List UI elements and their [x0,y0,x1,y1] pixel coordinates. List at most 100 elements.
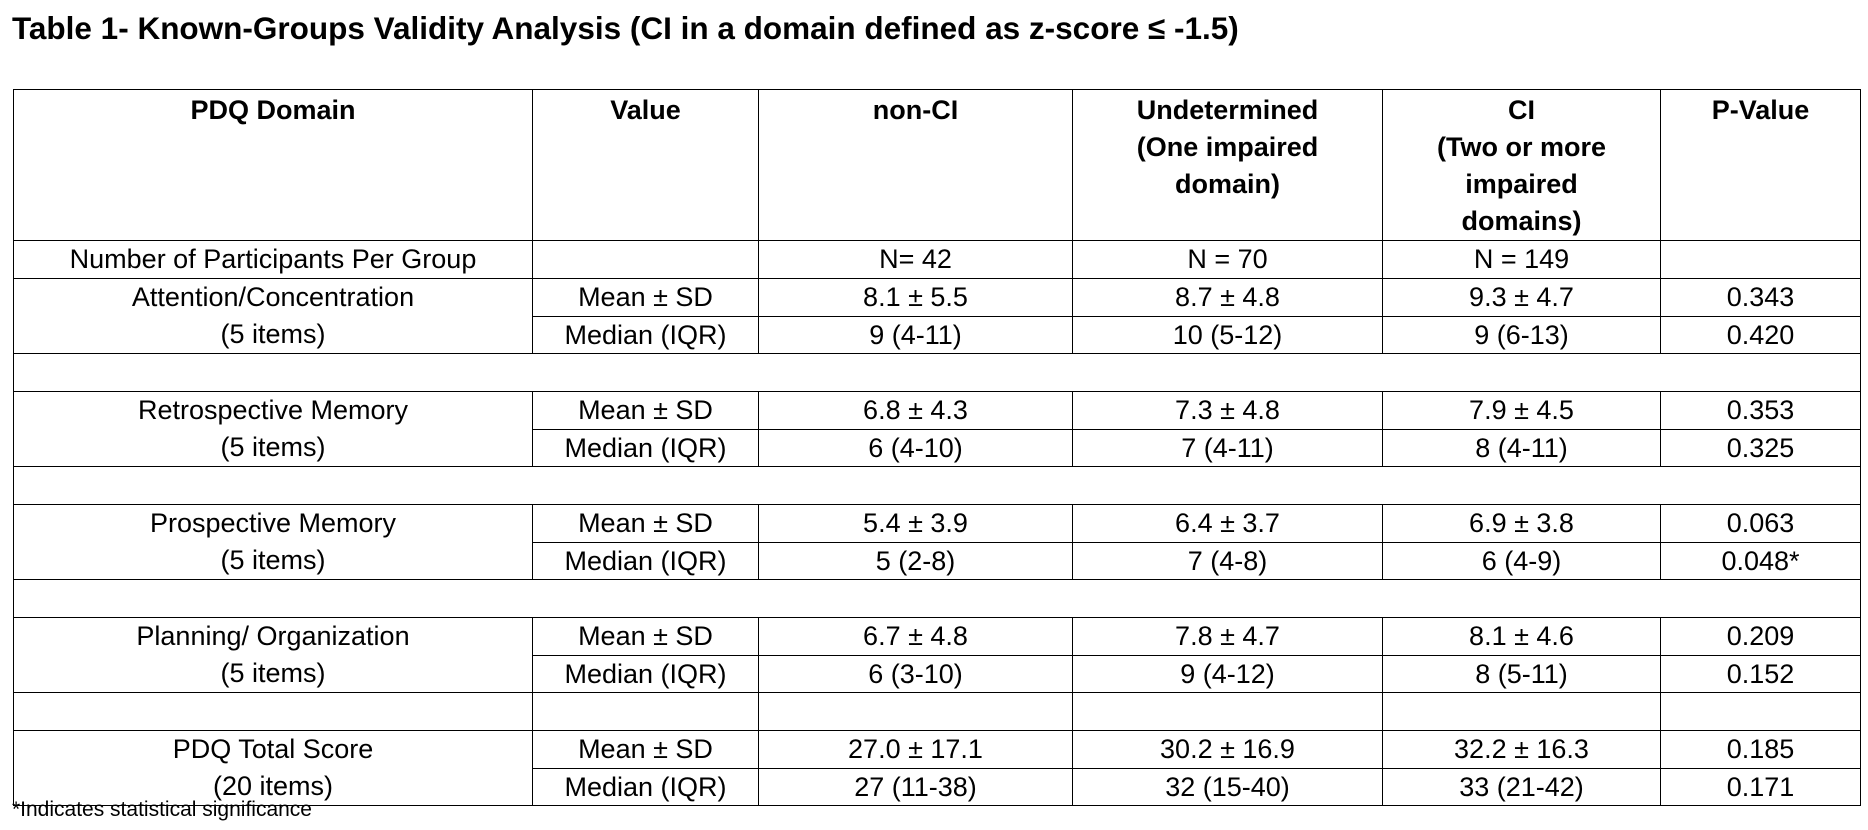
participants-p-empty [1660,240,1861,279]
undetermined-cell: 6.4 ± 3.7 [1072,504,1383,543]
ci-cell: 9.3 ± 4.7 [1382,278,1661,317]
p-value-cell: 0.152 [1660,654,1861,693]
header-ci-line: (Two or more [1436,132,1606,162]
table-title: Table 1- Known-Groups Validity Analysis … [12,10,1239,46]
footnote: *Indicates statistical significance [12,798,312,821]
p-value-cell: 0.343 [1660,278,1861,317]
value-cell: Median (IQR) [532,315,759,354]
p-value-cell: 0.185 [1660,730,1861,769]
spacer-cell [532,692,759,731]
validity-table: PDQ Domain Value non-CI Undetermined (On… [13,89,1861,806]
p-value-cell: 0.353 [1660,391,1861,430]
ci-cell: 9 (6-13) [1382,315,1661,354]
value-cell: Median (IQR) [532,767,759,806]
spacer-cell [13,353,1861,392]
domain-cell: Attention/Concentration (5 items) [13,278,533,354]
value-cell: Median (IQR) [532,428,759,467]
non-ci-cell: 27.0 ± 17.1 [758,730,1073,769]
value-cell: Median (IQR) [532,541,759,580]
undetermined-cell: 9 (4-12) [1072,654,1383,693]
ci-cell: 33 (21-42) [1382,767,1661,806]
value-cell: Mean ± SD [532,391,759,430]
undetermined-cell: 8.7 ± 4.8 [1072,278,1383,317]
non-ci-cell: 6 (4-10) [758,428,1073,467]
p-value-cell: 0.048* [1660,541,1861,580]
participants-value-empty [532,240,759,279]
spacer-cell [13,692,533,731]
participants-row: Number of Participants Per Group N= 42 N… [13,240,1861,279]
value-cell: Mean ± SD [532,617,759,656]
ci-cell: 6 (4-9) [1382,541,1661,580]
undetermined-cell: 7 (4-11) [1072,428,1383,467]
p-value-cell: 0.063 [1660,504,1861,543]
domain-cell: Planning/ Organization (5 items) [13,617,533,693]
non-ci-cell: 5 (2-8) [758,541,1073,580]
ci-cell: 8.1 ± 4.6 [1382,617,1661,656]
undetermined-cell: 7.3 ± 4.8 [1072,391,1383,430]
header-undetermined-line: Undetermined [1136,95,1319,125]
p-value-cell: 0.171 [1660,767,1861,806]
spacer-cell [758,692,1073,731]
non-ci-cell: 9 (4-11) [758,315,1073,354]
header-value: Value [532,89,759,241]
domain-name: Attention/Concentration [131,282,415,312]
header-row: PDQ Domain Value non-CI Undetermined (On… [13,89,1861,241]
participants-label: Number of Participants Per Group [13,240,533,279]
header-ci: CI (Two or more impaired domains) [1382,89,1661,241]
header-undetermined-line: domain) [1175,169,1280,199]
value-cell: Mean ± SD [532,504,759,543]
header-undetermined-line: (One impaired [1136,132,1319,162]
header-ci-line: domains) [1461,206,1582,236]
table-row: Prospective Memory (5 items) Mean ± SD 5… [13,504,1861,580]
participants-ci: N = 149 [1382,240,1661,279]
p-value-cell: 0.420 [1660,315,1861,354]
spacer-cell [1660,692,1861,731]
domain-name: Prospective Memory [149,508,397,538]
non-ci-cell: 8.1 ± 5.5 [758,278,1073,317]
table-row: Retrospective Memory (5 items) Mean ± SD… [13,391,1861,467]
table-row: Planning/ Organization (5 items) Mean ± … [13,617,1861,693]
undetermined-cell: 10 (5-12) [1072,315,1383,354]
spacer-row [13,579,1861,618]
p-value-cell: 0.209 [1660,617,1861,656]
non-ci-cell: 5.4 ± 3.9 [758,504,1073,543]
undetermined-cell: 7.8 ± 4.7 [1072,617,1383,656]
domain-items: (20 items) [212,771,334,801]
undetermined-cell: 30.2 ± 16.9 [1072,730,1383,769]
domain-cell: Prospective Memory (5 items) [13,504,533,580]
value-cell: Mean ± SD [532,730,759,769]
table-row: Median (IQR) 6 (3-10) 9 (4-12) 8 (5-11) … [14,654,1861,693]
value-cell: Mean ± SD [532,278,759,317]
non-ci-cell: 27 (11-38) [758,767,1073,806]
domain-name: Retrospective Memory [137,395,409,425]
header-ci-line: CI [1508,95,1535,125]
spacer-row [13,692,1861,731]
ci-cell: 7.9 ± 4.5 [1382,391,1661,430]
ci-cell: 8 (5-11) [1382,654,1661,693]
spacer-cell [1072,692,1383,731]
domain-items: (5 items) [220,432,326,462]
spacer-row [13,353,1861,392]
header-ci-line: impaired [1465,169,1578,199]
spacer-cell [13,466,1861,505]
non-ci-cell: 6.8 ± 4.3 [758,391,1073,430]
undetermined-cell: 7 (4-8) [1072,541,1383,580]
non-ci-cell: 6.7 ± 4.8 [758,617,1073,656]
value-cell: Median (IQR) [532,654,759,693]
header-pdq-domain: PDQ Domain [13,89,533,241]
spacer-cell [1382,692,1661,731]
ci-cell: 32.2 ± 16.3 [1382,730,1661,769]
domain-cell: Retrospective Memory (5 items) [13,391,533,467]
domain-name: PDQ Total Score [172,734,374,764]
table-row: Median (IQR) 5 (2-8) 7 (4-8) 6 (4-9) 0.0… [14,541,1861,580]
domain-items: (5 items) [220,319,326,349]
header-p-value: P-Value [1660,89,1861,241]
domain-cell: PDQ Total Score (20 items) [13,730,533,806]
table-row: Median (IQR) 27 (11-38) 32 (15-40) 33 (2… [14,767,1861,806]
domain-items: (5 items) [220,545,326,575]
ci-cell: 6.9 ± 3.8 [1382,504,1661,543]
undetermined-cell: 32 (15-40) [1072,767,1383,806]
header-undetermined: Undetermined (One impaired domain) [1072,89,1383,241]
table-row: Attention/Concentration (5 items) Mean ±… [13,278,1861,354]
spacer-cell [13,579,1861,618]
